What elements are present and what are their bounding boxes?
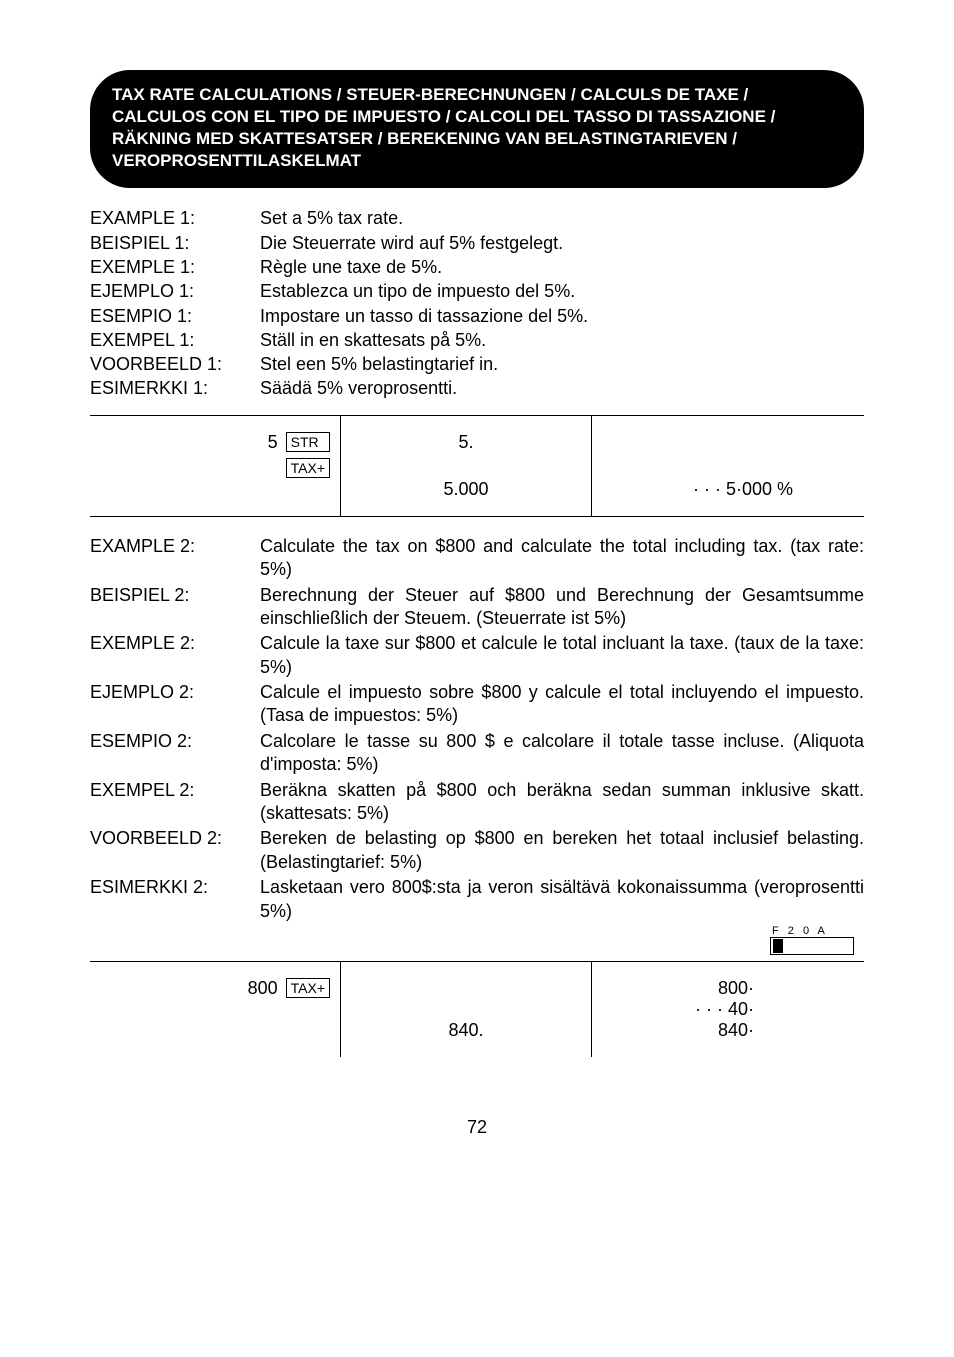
example-label: ESEMPIO 1: [90,304,260,328]
example-row: BEISPIEL 2: Berechnung der Steuer auf $8… [90,584,864,631]
example-row: ESEMPIO 2: Calcolare le tasse su 800 $ e… [90,730,864,777]
example-row: ESIMERKKI 1: Säädä 5% veroprosentti. [90,376,864,400]
example-label: EXAMPLE 1: [90,206,260,230]
calc-display-value: 5.000 [351,479,581,500]
example-row: VOORBEELD 2: Bereken de belasting op $80… [90,827,864,874]
example-row: ESEMPIO 1: Impostare un tasso di tassazi… [90,304,864,328]
example-text: Calcule la taxe sur $800 et calcule le t… [260,632,864,679]
example1-block: EXAMPLE 1: Set a 5% tax rate. BEISPIEL 1… [90,206,864,400]
example-row: EXAMPLE 1: Set a 5% tax rate. [90,206,864,230]
example-text: Stel een 5% belastingtarief in. [260,352,864,376]
switch-labels: F 2 0 A [770,925,854,937]
decimal-switch-wrap: F 2 0 A [90,925,864,955]
calc-display-blank [351,999,581,1020]
example-row: EXEMPEL 1: Ställ in en skattesats på 5%. [90,328,864,352]
calc-display-value: 5. [351,432,581,453]
example-row: EJEMPLO 1: Establezca un tipo de impuest… [90,279,864,303]
calc-print-value: · · · 5·000 % [632,479,854,500]
example-label: BEISPIEL 1: [90,231,260,255]
example-label: EXEMPEL 1: [90,328,260,352]
example-label: ESIMERKKI 1: [90,376,260,400]
calc-table-1: 5 STR TAX+ 5. 5.000 · · · 5·000 % [90,416,864,517]
example-row: VOORBEELD 1: Stel een 5% belastingtarief… [90,352,864,376]
header-line: TAX RATE CALCULATIONS / STEUER-BERECHNUN… [112,84,842,106]
example-row: ESIMERKKI 2: Lasketaan vero 800$:sta ja … [90,876,864,923]
calc-print-col: 800· · · · 40· 840· [592,962,864,1057]
example-text: Bereken de belasting op $800 en bereken … [260,827,864,874]
example-label: EJEMPLO 1: [90,279,260,303]
example-row: EXEMPEL 2: Beräkna skatten på $800 och b… [90,779,864,826]
page-number: 72 [90,1117,864,1138]
key-tax-plus: TAX+ [286,978,330,998]
example-text: Establezca un tipo de impuesto del 5%. [260,279,864,303]
calc-print-value: · · · 40· [632,999,754,1020]
example-label: VOORBEELD 2: [90,827,260,874]
example-text: Calculate the tax on $800 and calculate … [260,535,864,582]
key-str: STR [286,432,330,452]
example-row: EXAMPLE 2: Calculate the tax on $800 and… [90,535,864,582]
calc-print-col: · · · 5·000 % [592,416,864,516]
key-stack: STR TAX+ [286,432,330,478]
example-text: Ställ in en skattesats på 5%. [260,328,864,352]
example-text: Lasketaan vero 800$:sta ja veron sisältä… [260,876,864,923]
example-label: EXEMPEL 2: [90,779,260,826]
example-row: EXEMPLE 2: Calcule la taxe sur $800 et c… [90,632,864,679]
calc-input-number: 5 [268,432,278,453]
example-label: BEISPIEL 2: [90,584,260,631]
example-text: Berechnung der Steuer auf $800 und Berec… [260,584,864,631]
calc-print-blank [632,432,854,453]
example-text: Règle une taxe de 5%. [260,255,864,279]
example-text: Calcolare le tasse su 800 $ e calcolare … [260,730,864,777]
header-line: VEROPROSENTTILASKELMAT [112,150,842,172]
page: TAX RATE CALCULATIONS / STEUER-BERECHNUN… [0,0,954,1178]
calc-input-number: 800 [248,978,278,999]
example-label: VOORBEELD 1: [90,352,260,376]
example-row: EXEMPLE 1: Règle une taxe de 5%. [90,255,864,279]
calc-display-value: 840. [351,1020,581,1041]
calc-display-blank [351,978,581,999]
example-label: EXEMPLE 1: [90,255,260,279]
header-line: RÄKNING MED SKATTESATSER / BEREKENING VA… [112,128,842,150]
calc-display-col: 5. 5.000 [340,416,592,516]
example-label: EXAMPLE 2: [90,535,260,582]
example-label: EXEMPLE 2: [90,632,260,679]
switch-body [770,937,854,955]
example-text: Säädä 5% veroprosentti. [260,376,864,400]
example-text: Beräkna skatten på $800 och beräkna seda… [260,779,864,826]
example-text: Set a 5% tax rate. [260,206,864,230]
key-stack: TAX+ [286,978,330,998]
example-row: BEISPIEL 1: Die Steuerrate wird auf 5% f… [90,231,864,255]
example-text: Die Steuerrate wird auf 5% festgelegt. [260,231,864,255]
switch-knob-icon [773,939,783,953]
example-text: Calcule el impuesto sobre $800 y calcule… [260,681,864,728]
calc-input-col: 5 STR TAX+ [90,416,340,516]
example-text: Impostare un tasso di tassazione del 5%. [260,304,864,328]
calc-print-value: 840· [632,1020,754,1041]
calc-input-col: 800 TAX+ [90,962,340,1057]
decimal-switch: F 2 0 A [770,925,854,955]
calc-table-2: 800 TAX+ 840. 800· · · · 40· 840· [90,961,864,1077]
section-header: TAX RATE CALCULATIONS / STEUER-BERECHNUN… [90,70,864,188]
header-line: CALCULOS CON EL TIPO DE IMPUESTO / CALCO… [112,106,842,128]
calc-print-value: 800· [632,978,754,999]
calc-display-col: 840. [340,962,592,1057]
example-row: EJEMPLO 2: Calcule el impuesto sobre $80… [90,681,864,728]
example-label: EJEMPLO 2: [90,681,260,728]
example2-block: EXAMPLE 2: Calculate the tax on $800 and… [90,535,864,923]
example-label: ESIMERKKI 2: [90,876,260,923]
key-tax-plus: TAX+ [286,458,330,478]
example-label: ESEMPIO 2: [90,730,260,777]
